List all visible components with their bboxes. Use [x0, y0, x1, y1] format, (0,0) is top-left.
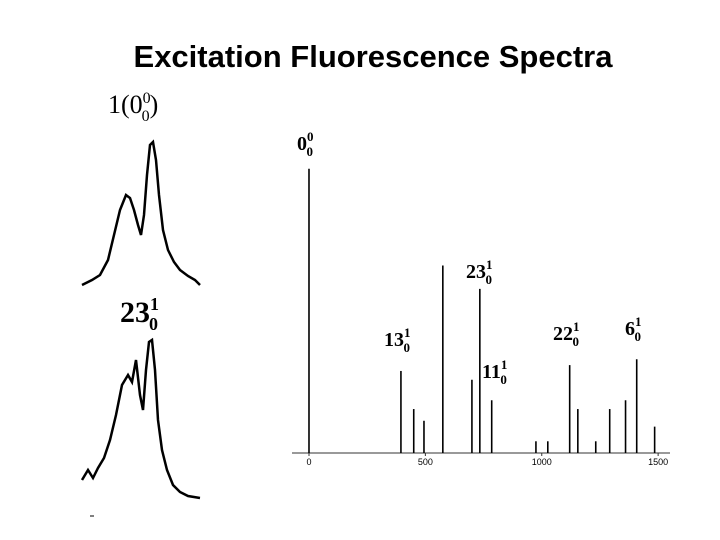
profile-label: 231 0 — [120, 294, 159, 334]
x-tick-label: 1000 — [532, 457, 552, 467]
peak-label: 61 0 — [625, 314, 642, 344]
peak-label: 221 0 — [553, 319, 580, 349]
peak-label: 231 0 — [466, 257, 493, 287]
title: Excitation Fluorescence Spectra — [134, 39, 614, 74]
profile-label: 1(00 0) — [108, 90, 158, 125]
x-tick-label: 1500 — [648, 457, 668, 467]
peak-label: 131 0 — [384, 325, 411, 355]
profile-trace — [81, 139, 201, 287]
peak-label: 111 0 — [482, 357, 507, 387]
peak-label: 00 0 — [297, 129, 314, 159]
profile-trace — [80, 337, 201, 500]
x-tick-label: 0 — [306, 457, 311, 467]
x-tick-label: 500 — [418, 457, 433, 467]
annotations: 00 0 231 0 131 0 111 0 221 0 61 0 — [297, 129, 642, 387]
